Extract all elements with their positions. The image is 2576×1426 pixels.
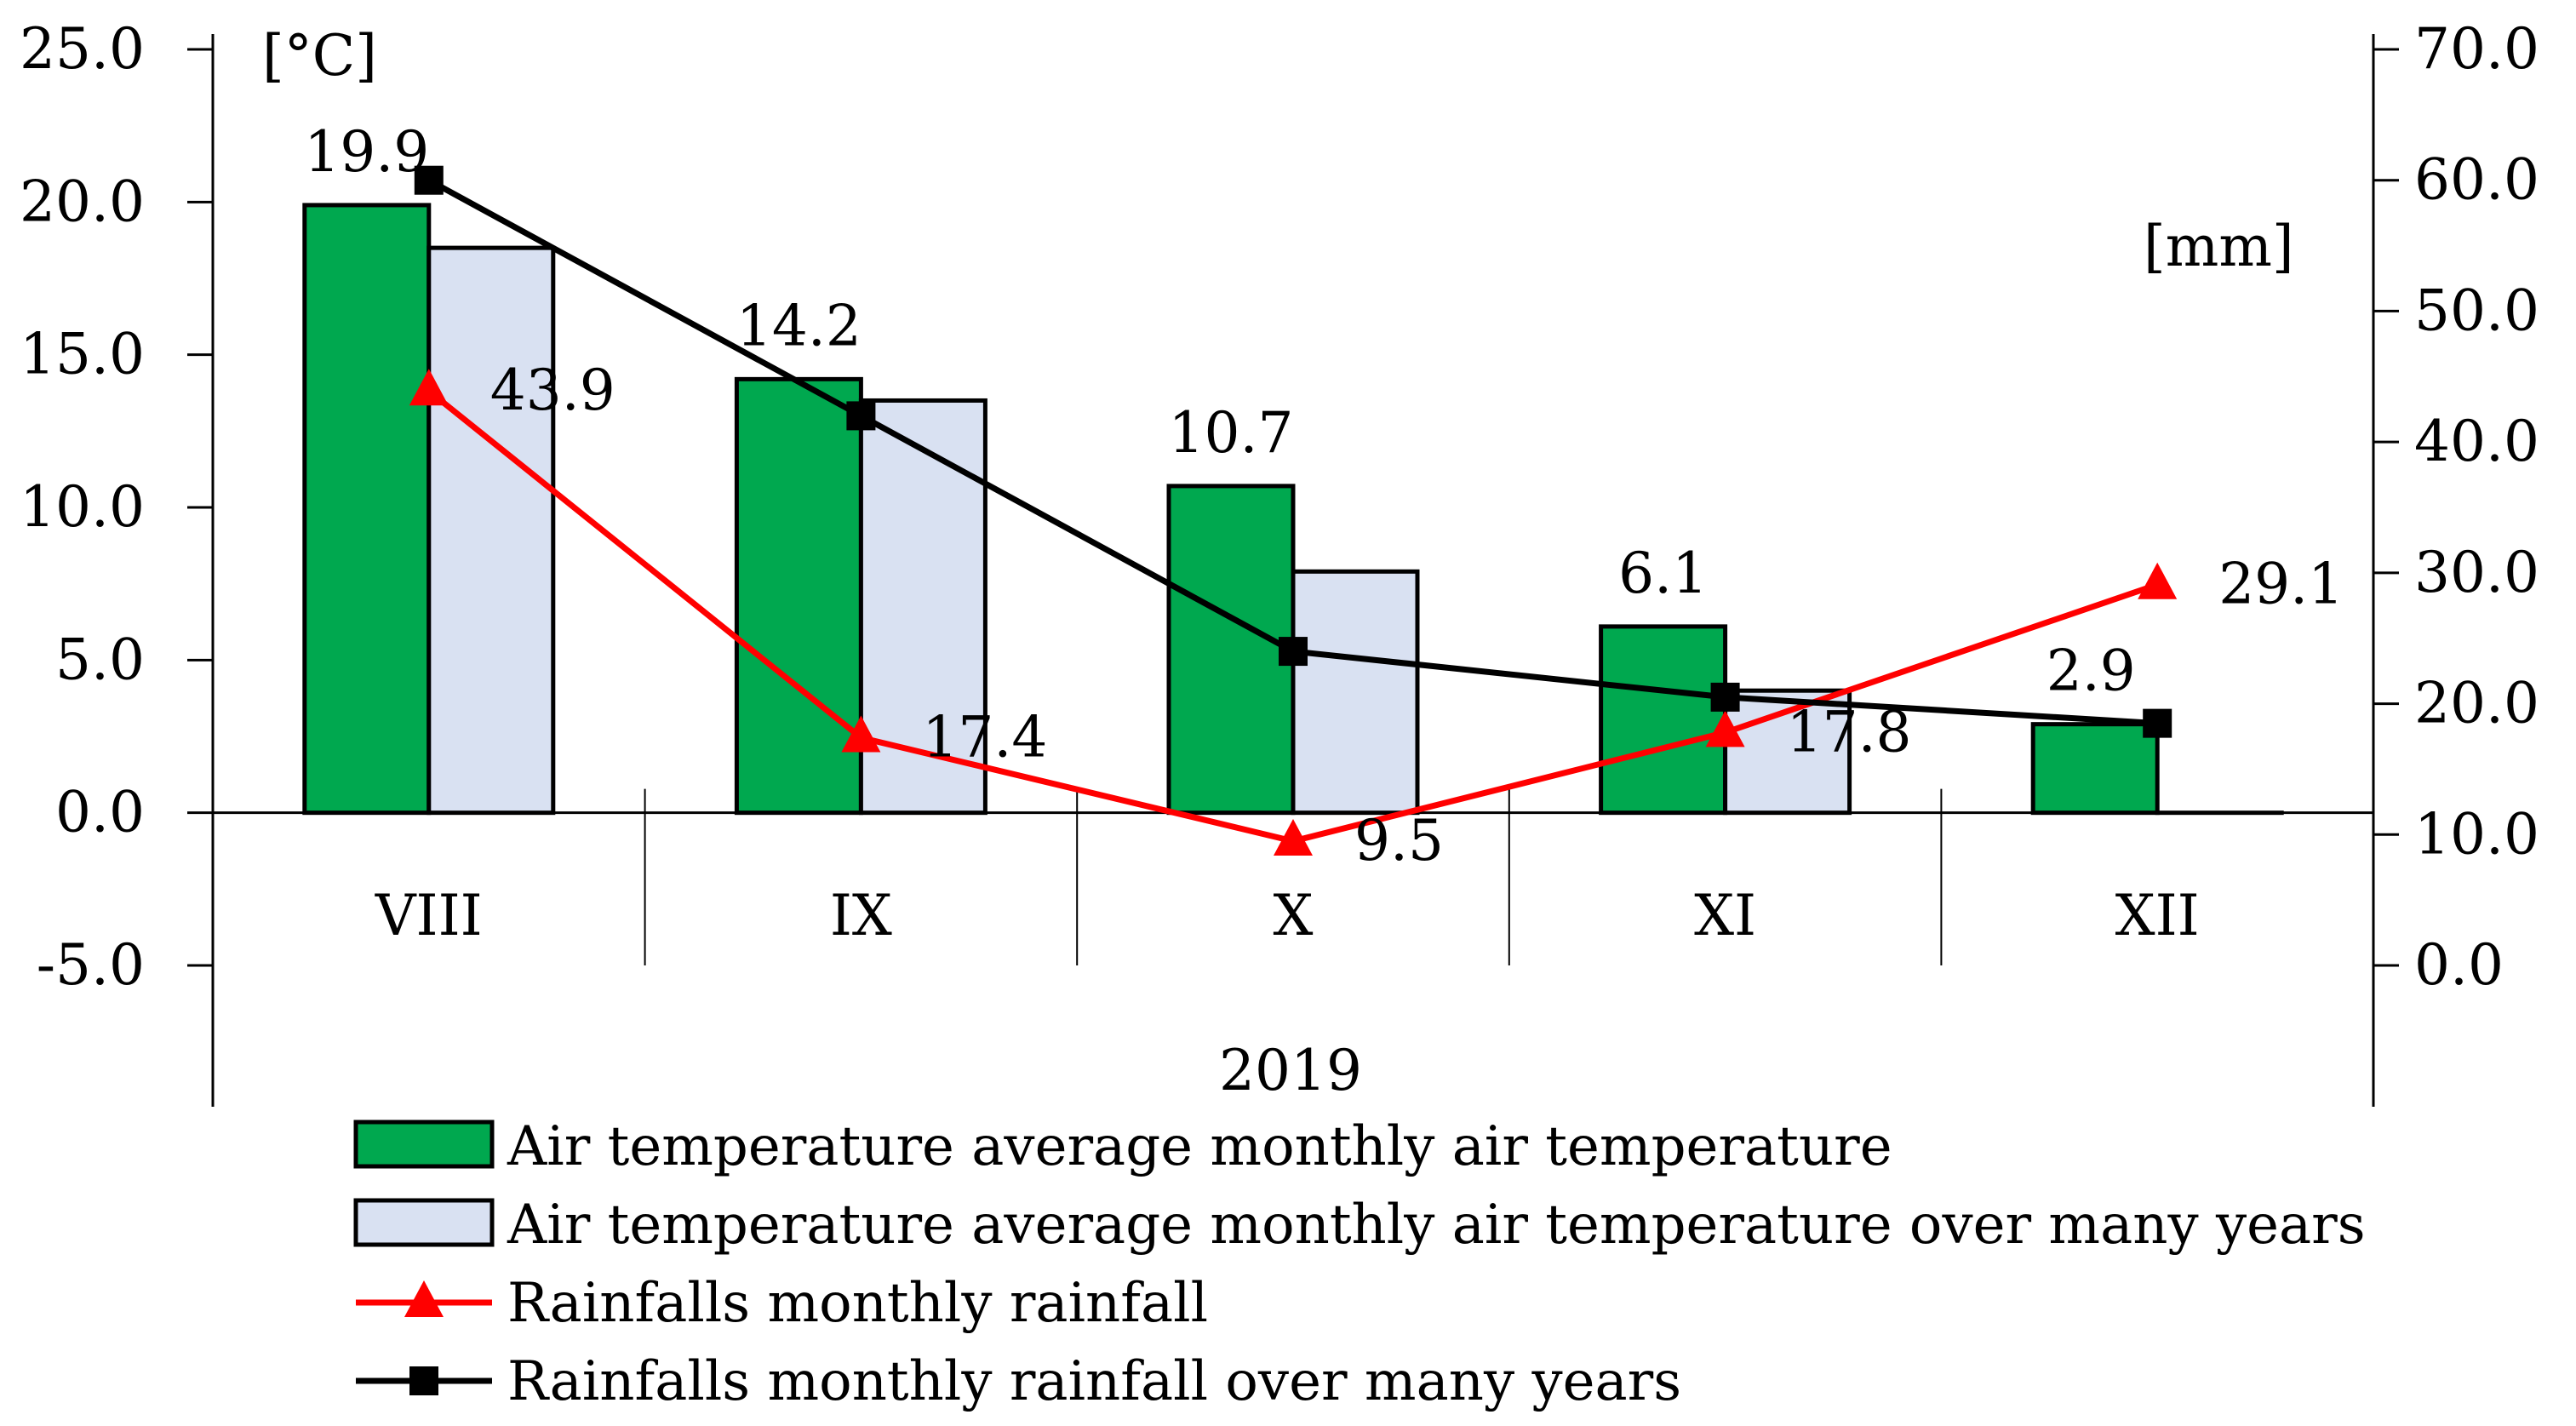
right-axis-tick-label: 0.0 <box>2414 932 2504 998</box>
category-label: X <box>1274 883 1314 948</box>
legend-label: Rainfalls monthly rainfall <box>507 1272 1208 1335</box>
right-axis-tick-label: 50.0 <box>2414 278 2539 343</box>
bar-monthly-temperature <box>1599 624 1728 816</box>
left-axis-tick-label: 20.0 <box>20 169 145 234</box>
bar-monthly-temperature <box>302 203 432 816</box>
left-axis-tick-label: 10.0 <box>20 474 145 540</box>
right-axis-tick-label: 40.0 <box>2414 409 2539 474</box>
x-axis-year-label: 2019 <box>1219 1038 1362 1103</box>
right-axis-tick-label: 60.0 <box>2414 147 2539 213</box>
bar-longterm-temperature <box>1291 569 1420 816</box>
lines <box>409 165 2178 856</box>
marker-monthly-rainfall <box>841 715 881 753</box>
rainfall-data-label: 43.9 <box>490 358 615 423</box>
right-axis-tick-label: 70.0 <box>2414 16 2539 82</box>
right-axis-unit: [mm] <box>2144 214 2294 279</box>
legend-label: Air temperature average monthly air temp… <box>507 1194 2366 1257</box>
left-axis-tick-label: 0.0 <box>55 780 145 845</box>
rainfall-data-label: 9.5 <box>1354 808 1444 873</box>
right-axis-tick-label: 20.0 <box>2414 671 2539 736</box>
marker-monthly-rainfall <box>409 369 449 406</box>
left-axis-tick-label: 15.0 <box>20 322 145 387</box>
axes: 25.0 20.0 15.0 10.0 5.0 0.0 -5.0 70.0 60.0 50.0 40… <box>20 16 2539 1107</box>
legend-label: Rainfalls monthly rainfall over many yea… <box>507 1350 1681 1413</box>
legend: Air temperature average monthly air temp… <box>353 1115 2366 1413</box>
rainfall-data-label: 17.4 <box>922 705 1047 770</box>
category-label: XI <box>1694 883 1756 948</box>
bar-monthly-temperature <box>734 376 863 816</box>
legend-swatch <box>353 1120 495 1169</box>
left-axis-tick-label: 5.0 <box>55 627 145 692</box>
marker-longterm-rainfall <box>1279 637 1308 667</box>
left-axis-tick-label: -5.0 <box>37 932 145 998</box>
bar-longterm-temperature <box>426 245 556 816</box>
left-axis-unit: [°C] <box>262 23 377 89</box>
rainfall-data-label: 29.1 <box>2218 552 2344 617</box>
right-axis-tick-label: 10.0 <box>2414 801 2539 867</box>
legend-label: Air temperature average monthly air temp… <box>507 1115 1892 1178</box>
category-label: XII <box>2115 883 2200 948</box>
marker-monthly-rainfall <box>2138 562 2178 599</box>
temperature-data-label: 2.9 <box>2046 639 2136 704</box>
temperature-data-label: 10.7 <box>1169 400 1294 466</box>
legend-marker <box>404 1280 444 1317</box>
category-label: IX <box>830 883 892 948</box>
legend-swatch <box>353 1198 495 1247</box>
category-label: VIII <box>375 883 483 948</box>
bars <box>302 203 2284 816</box>
right-axis-tick-label: 30.0 <box>2414 540 2539 605</box>
left-axis-tick-label: 25.0 <box>20 16 145 82</box>
legend-marker <box>409 1366 438 1395</box>
marker-longterm-rainfall <box>2143 708 2172 738</box>
marker-monthly-rainfall <box>1705 710 1745 747</box>
temperature-data-label: 6.1 <box>1618 541 1708 606</box>
temperature-data-label: 19.9 <box>304 119 429 185</box>
temperature-data-label: 14.2 <box>736 293 862 358</box>
marker-monthly-rainfall <box>1274 818 1313 856</box>
marker-longterm-rainfall <box>1710 682 1740 712</box>
rainfall-data-label: 17.8 <box>1787 699 1912 765</box>
data-labels: 19.9 14.2 10.7 6.1 2.9 43.9 17.4 9.5 17.8 29.1 <box>304 119 2344 873</box>
bar-monthly-temperature <box>2030 722 2160 816</box>
marker-longterm-rainfall <box>846 401 876 431</box>
bar-monthly-temperature <box>1166 484 1296 816</box>
marker-longterm-rainfall <box>414 165 444 195</box>
